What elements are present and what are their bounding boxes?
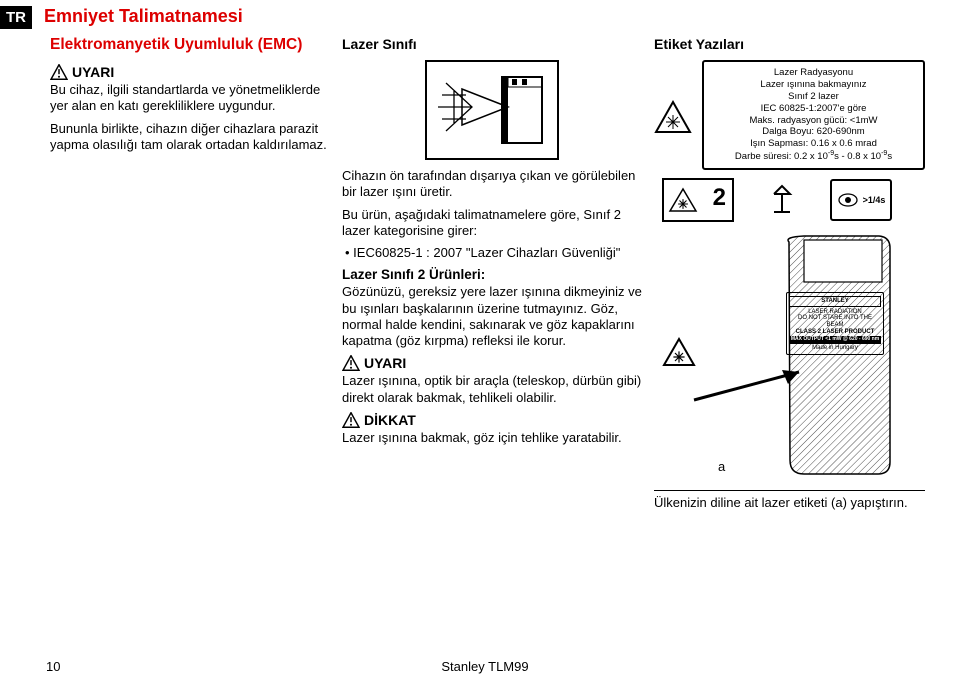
warning-heading-emc: UYARI	[50, 64, 330, 80]
shutter-time-label: >1/4s	[830, 179, 892, 221]
class-2-number: 2	[713, 184, 726, 212]
laser-class2-products-heading: Lazer Sınıfı 2 Ürünleri:	[342, 267, 642, 282]
label-line-4: IEC 60825-1:2007'e göre	[710, 103, 917, 115]
laser-aperture-icon	[432, 65, 552, 155]
emc-subtitle: Elektromanyetik Uyumluluk (EMC)	[50, 36, 330, 54]
device-product-label: STANLEY LASER RADIATION DO NOT STARE INT…	[786, 292, 884, 355]
small-labels-row: 2 >1/4s	[662, 178, 925, 222]
label-line-8: Darbe süresi: 0.2 x 10-9s - 0.8 x 10-9s	[710, 150, 917, 163]
caution-label: DİKKAT	[364, 412, 416, 428]
page-frame: Elektromanyetik Uyumluluk (EMC) UYARI Bu…	[30, 36, 945, 644]
hatch-icon	[770, 184, 794, 214]
warning-optics-body: Lazer ışınına, optik bir araçla (telesko…	[342, 373, 642, 406]
column-label-writings: Etiket Yazıları Lazer Radyasyonu Lazer ı…	[648, 36, 931, 511]
device-illustration: STANLEY LASER RADIATION DO NOT STARE INT…	[654, 232, 894, 482]
warning-heading-optics: UYARI	[342, 355, 642, 371]
label-line-8c: s	[887, 151, 892, 162]
laser-desc-2: Bu ürün, aşağıdaki talimatnamelere göre,…	[342, 207, 642, 240]
laser-bullet-iec: • IEC60825-1 : 2007 "Lazer Cihazları Güv…	[354, 245, 642, 261]
label-line-3: Sınıf 2 lazer	[710, 91, 917, 103]
language-tag: TR	[0, 6, 32, 29]
a-marker: a	[718, 459, 725, 474]
laser-aperture-figure	[425, 60, 559, 160]
stanley-line-4: MAX OUTPUT <1 mW @ 620 - 690 nm	[789, 336, 881, 344]
label-line-7: Işın Sapması: 0.16 x 0.6 mrad	[710, 138, 917, 150]
column-emc: Elektromanyetik Uyumluluk (EMC) UYARI Bu…	[44, 36, 336, 511]
stanley-line-1: LASER RADIATION	[789, 309, 881, 316]
eye-icon	[837, 189, 859, 211]
label-line-1: Lazer Radyasyonu	[710, 67, 917, 79]
shutter-time-text: >1/4s	[863, 195, 886, 205]
emc-body-2: Bununla birlikte, cihazın diğer cihazlar…	[50, 121, 330, 154]
label-line-2: Lazer ışınına bakmayınız	[710, 79, 917, 91]
laser-hazard-triangle	[654, 100, 692, 137]
warning-triangle-icon	[50, 64, 68, 80]
country-language-note: Ülkenizin diline ait lazer etiketi (a) y…	[654, 490, 925, 511]
stanley-line-5: Made in Hungary	[789, 345, 881, 352]
emc-body-1: Bu cihaz, ilgili standartlarda ve yönetm…	[50, 82, 330, 115]
label-line-5: Maks. radyasyon gücü: <1mW	[710, 115, 917, 127]
warning-label-optics: UYARI	[364, 355, 406, 371]
laser-hazard-icon	[654, 100, 692, 134]
class-2-label: 2	[662, 178, 734, 222]
caution-body: Lazer ışınına bakmak, göz için tehlike y…	[342, 430, 642, 446]
hatch-symbol	[770, 184, 794, 217]
footer-product-name: Stanley TLM99	[30, 659, 940, 674]
laser-class2-body: Gözünüzü, gereksiz yere lazer ışınına di…	[342, 284, 642, 349]
label-line-6: Dalga Boyu: 620-690nm	[710, 126, 917, 138]
label-writings-heading: Etiket Yazıları	[654, 36, 925, 52]
caution-heading: DİKKAT	[342, 412, 642, 428]
stanley-brand: STANLEY	[789, 296, 881, 307]
main-title: Emniyet Talimatnamesi	[44, 6, 960, 27]
warning-triangle-icon	[342, 355, 360, 371]
label-line-8b: s - 0.8 x 10	[834, 151, 881, 162]
warning-triangle-icon	[342, 412, 360, 428]
stanley-line-3: CLASS 2 LASER PRODUCT	[789, 329, 881, 336]
label-line-8a: Darbe süresi: 0.2 x 10	[735, 151, 828, 162]
stanley-line-2: DO NOT STARE INTO THE BEAM	[789, 315, 881, 328]
warning-label-emc: UYARI	[72, 64, 114, 80]
laser-desc-1: Cihazın ön tarafından dışarıya çıkan ve …	[342, 168, 642, 201]
laser-hazard-icon-device	[662, 337, 696, 367]
laser-hazard-icon-small	[668, 187, 698, 213]
laser-spec-label: Lazer Radyasyonu Lazer ışınına bakmayını…	[702, 60, 925, 170]
content-columns: Elektromanyetik Uyumluluk (EMC) UYARI Bu…	[30, 36, 945, 521]
page-footer: 10 Stanley TLM99	[30, 659, 940, 674]
laser-class-heading: Lazer Sınıfı	[342, 36, 642, 52]
device-warning-triangle	[662, 337, 696, 370]
column-laser-class: Lazer Sınıfı Cihazın ön tarafından dışar…	[336, 36, 648, 511]
